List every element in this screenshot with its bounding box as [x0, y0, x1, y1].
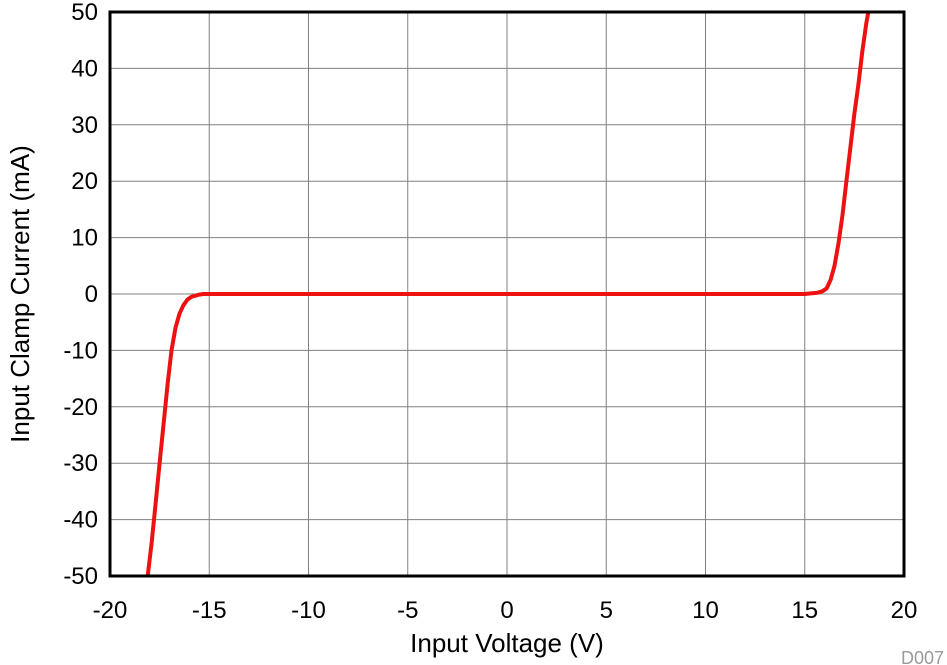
y-tick-label: 0 [85, 281, 98, 308]
y-tick-label: 30 [71, 112, 98, 139]
grid [110, 12, 904, 576]
figure-code: D007 [901, 648, 944, 665]
y-tick-label: -40 [63, 507, 98, 534]
x-tick-label: -20 [93, 597, 128, 624]
y-tick-label: -10 [63, 337, 98, 364]
y-axis-title: Input Clamp Current (mA) [5, 145, 35, 443]
y-tick-label: 50 [71, 0, 98, 26]
y-tick-label: -30 [63, 450, 98, 477]
plot-frame [108, 10, 906, 578]
x-tick-label: 0 [500, 597, 513, 624]
x-axis-title: Input Voltage (V) [410, 628, 604, 658]
y-tick-labels: -50 -40 -30 -20 -10 0 10 20 30 40 50 [63, 0, 98, 590]
x-tick-label: 15 [791, 597, 818, 624]
y-tick-label: 10 [71, 225, 98, 252]
x-tick-label: 5 [600, 597, 613, 624]
x-tick-label: -15 [192, 597, 227, 624]
y-tick-label: 40 [71, 55, 98, 82]
x-tick-label: 20 [891, 597, 918, 624]
y-tick-label: 20 [71, 168, 98, 195]
series-line [145, 12, 871, 576]
y-tick-label: -20 [63, 394, 98, 421]
x-tick-label: -5 [397, 597, 418, 624]
x-tick-labels: -20 -15 -10 -5 0 5 10 15 20 [93, 597, 918, 624]
y-tick-label: -50 [63, 563, 98, 590]
x-tick-label: 10 [692, 597, 719, 624]
x-tick-label: -10 [291, 597, 326, 624]
